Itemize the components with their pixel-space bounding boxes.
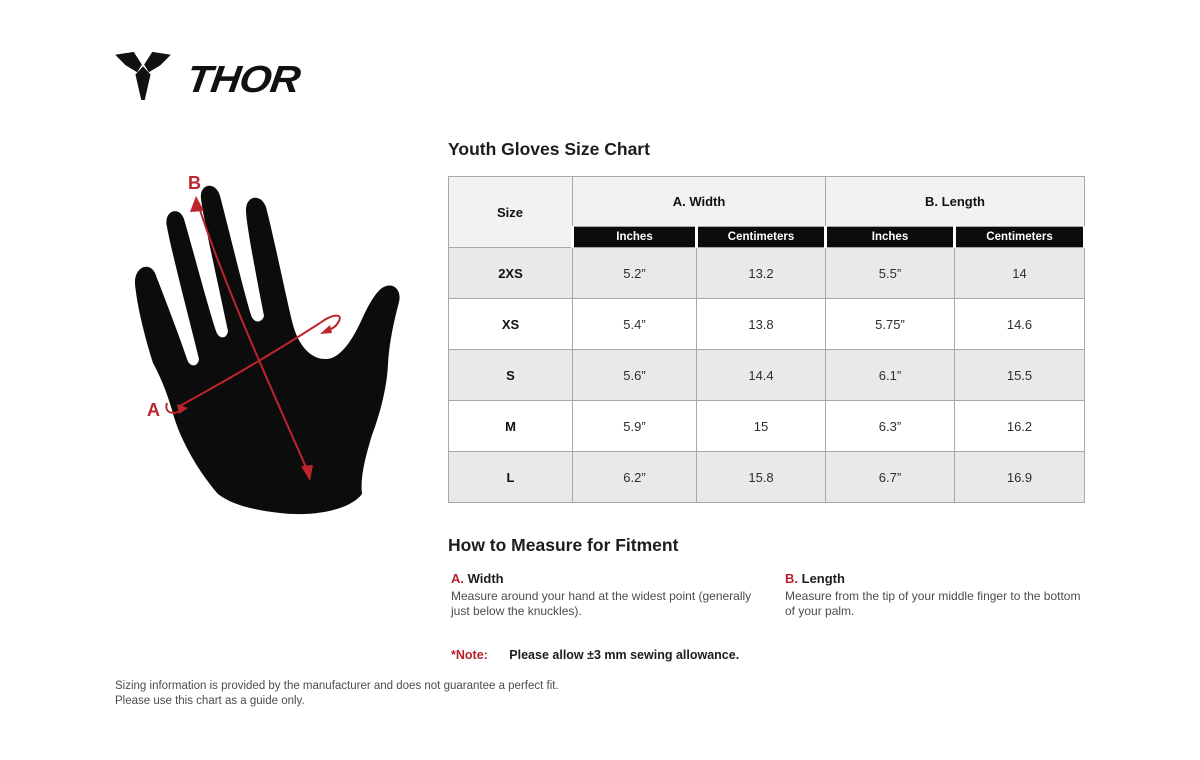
width-cm-cell: 15 <box>696 400 826 452</box>
width-cm-cell: 15.8 <box>696 451 826 503</box>
width-inches-cell: 5.2” <box>572 247 697 299</box>
size-cell: S <box>448 349 573 401</box>
sizing-disclaimer: Sizing information is provided by the ma… <box>115 679 559 708</box>
size-cell: L <box>448 451 573 503</box>
width-inches-cell: 5.4” <box>572 298 697 350</box>
table-row: M 5.9” 15 6.3” 16.2 <box>448 400 1085 452</box>
width-inches-cell: 5.9” <box>572 400 697 452</box>
size-chart-title: Youth Gloves Size Chart <box>448 139 650 159</box>
width-cm-cell: 13.8 <box>696 298 826 350</box>
length-cm-cell: 14.6 <box>954 298 1085 350</box>
width-cm-cell: 14.4 <box>696 349 826 401</box>
length-cm-cell: 15.5 <box>954 349 1085 401</box>
column-header-length: B. Length <box>825 176 1085 227</box>
measure-width-heading: A. Width <box>451 571 763 586</box>
length-cm-cell: 14 <box>954 247 1085 299</box>
table-row: S 5.6” 14.4 6.1” 15.5 <box>448 349 1085 401</box>
column-header-size: Size <box>448 176 573 248</box>
table-row: 2XS 5.2” 13.2 5.5” 14 <box>448 247 1085 299</box>
length-cm-cell: 16.2 <box>954 400 1085 452</box>
arrowhead-a-right <box>320 325 332 334</box>
arrowhead-b-bottom <box>301 465 313 481</box>
glove-silhouette <box>134 185 400 515</box>
measure-length-heading: B. Length <box>785 571 1085 586</box>
brand-name: THOR <box>184 57 303 101</box>
width-cm-cell: 13.2 <box>696 247 826 299</box>
how-to-measure-title: How to Measure for Fitment <box>448 535 679 555</box>
note-text: Please allow ±3 mm sewing allowance. <box>509 648 740 662</box>
size-chart-table: Size A. Width B. Length Inches Centimete… <box>448 176 1086 503</box>
glove-measurement-diagram: B A <box>134 173 400 515</box>
subheader-width-centimeters: Centimeters <box>695 226 827 248</box>
size-cell: XS <box>448 298 573 350</box>
length-cm-cell: 16.9 <box>954 451 1085 503</box>
arrowhead-b-top <box>190 196 204 212</box>
thor-logo: THOR <box>114 50 302 106</box>
measure-length-description: Measure from the tip of your middle fing… <box>785 589 1081 618</box>
note-label: *Note: <box>451 648 488 662</box>
arrowhead-a-left <box>177 404 188 414</box>
subheader-length-centimeters: Centimeters <box>953 226 1086 248</box>
sewing-note: *Note: Please allow ±3 mm sewing allowan… <box>451 648 739 662</box>
table-row: L 6.2” 15.8 6.7” 16.9 <box>448 451 1085 503</box>
measure-width-label: Width <box>467 571 504 586</box>
column-header-width: A. Width <box>572 176 826 227</box>
size-cell: 2XS <box>448 247 573 299</box>
width-inches-cell: 5.6” <box>572 349 697 401</box>
length-inches-cell: 6.3” <box>825 400 955 452</box>
disclaimer-line-1: Sizing information is provided by the ma… <box>115 680 559 692</box>
table-row: XS 5.4” 13.8 5.75” 14.6 <box>448 298 1085 350</box>
measure-length-label: Length <box>801 571 845 586</box>
measure-width-block: A. Width Measure around your hand at the… <box>451 571 763 619</box>
disclaimer-line-2: Please use this chart as a guide only. <box>115 694 305 707</box>
measure-length-block: B. Length Measure from the tip of your m… <box>785 571 1085 619</box>
length-inches-cell: 6.1” <box>825 349 955 401</box>
glove-label-a: A <box>147 400 160 420</box>
subheader-length-inches: Inches <box>824 226 956 248</box>
subheader-width-inches: Inches <box>571 226 698 248</box>
measure-line-b <box>197 203 310 475</box>
length-inches-cell: 5.75” <box>825 298 955 350</box>
length-inches-cell: 6.7” <box>825 451 955 503</box>
width-inches-cell: 6.2” <box>572 451 697 503</box>
size-cell: M <box>448 400 573 452</box>
measure-width-letter: A. <box>451 571 464 586</box>
length-inches-cell: 5.5” <box>825 247 955 299</box>
measure-length-letter: B. <box>785 571 798 586</box>
measure-width-description: Measure around your hand at the widest p… <box>451 589 752 618</box>
thor-horns-icon <box>115 51 171 101</box>
glove-label-b: B <box>188 173 201 193</box>
